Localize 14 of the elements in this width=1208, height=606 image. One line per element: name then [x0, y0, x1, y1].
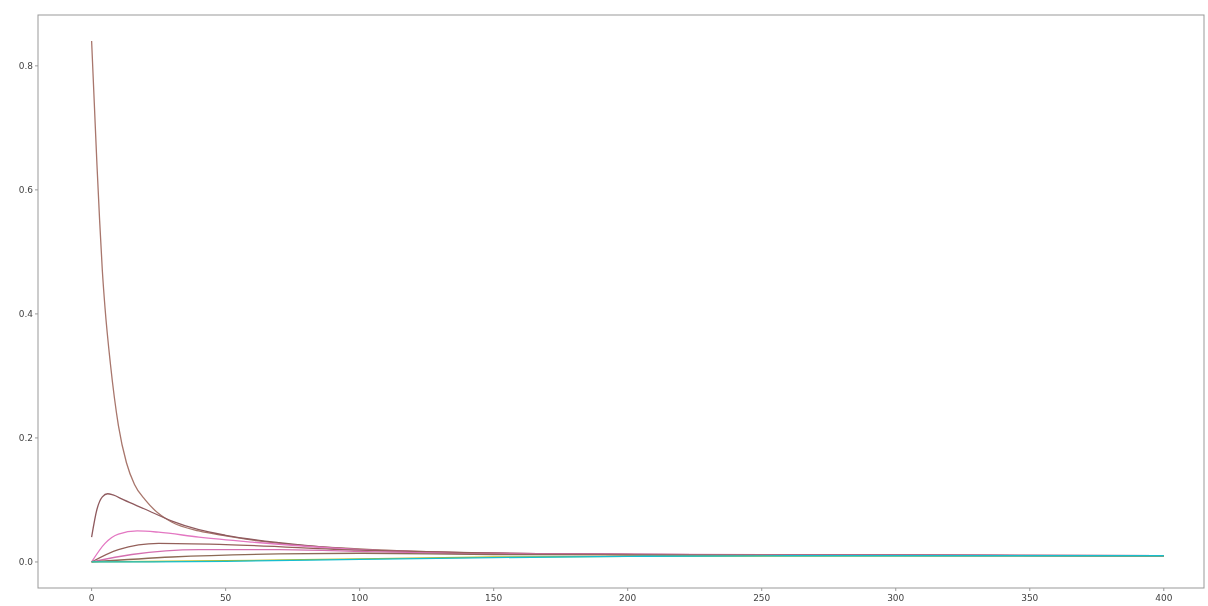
x-tick-label: 200 — [619, 593, 637, 603]
y-tick-label: 0.8 — [18, 60, 34, 71]
y-tick-label: 0.6 — [18, 184, 34, 195]
x-tick-label: 0 — [88, 593, 95, 603]
x-tick-label: 100 — [351, 593, 369, 603]
x-tick-label: 400 — [1155, 593, 1173, 603]
x-tick-label: 300 — [887, 593, 905, 603]
x-tick-label: 350 — [1021, 593, 1039, 603]
y-tick-label: 0.0 — [18, 556, 34, 567]
x-tick-label: 150 — [485, 593, 503, 603]
y-tick-label: 0.4 — [18, 308, 34, 319]
x-tick-label: 50 — [219, 593, 232, 603]
y-tick-label: 0.2 — [18, 432, 33, 443]
x-tick-label: 250 — [753, 593, 771, 603]
